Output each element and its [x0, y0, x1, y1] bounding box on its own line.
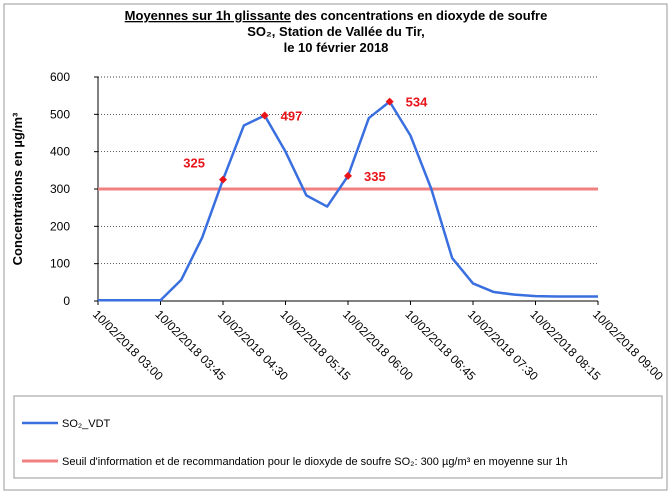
- y-tick-label: 0: [63, 294, 70, 308]
- data-point: [219, 175, 227, 184]
- y-axis-label: Concentrations en µg/m³: [10, 112, 25, 265]
- y-tick-label: 300: [50, 182, 70, 196]
- data-label: 534: [406, 95, 428, 110]
- chart-subtitle: SO₂, Station de Vallée du Tir,: [247, 24, 424, 39]
- data-label: 335: [364, 169, 386, 184]
- legend-label: SO₂_VDT: [62, 418, 111, 430]
- data-point: [260, 111, 269, 120]
- data-label: 325: [183, 156, 205, 171]
- y-tick-label: 200: [50, 219, 70, 233]
- y-tick-label: 500: [50, 107, 70, 121]
- chart-title: Moyennes sur 1h glissante des concentrat…: [125, 8, 548, 23]
- chart-subtitle: le 10 février 2018: [284, 40, 389, 55]
- data-label: 497: [281, 108, 303, 123]
- y-tick-label: 100: [50, 257, 70, 271]
- legend: [13, 395, 663, 479]
- chart-title-underlined: Moyennes sur 1h glissante: [125, 8, 291, 23]
- data-point: [344, 171, 352, 180]
- y-tick-label: 600: [50, 70, 70, 84]
- data-point: [385, 97, 394, 106]
- chart-title-rest: des concentrations en dioxyde de soufre: [294, 8, 547, 23]
- y-tick-label: 400: [50, 145, 70, 159]
- legend-label: Seuil d'information et de recommandation…: [62, 456, 568, 468]
